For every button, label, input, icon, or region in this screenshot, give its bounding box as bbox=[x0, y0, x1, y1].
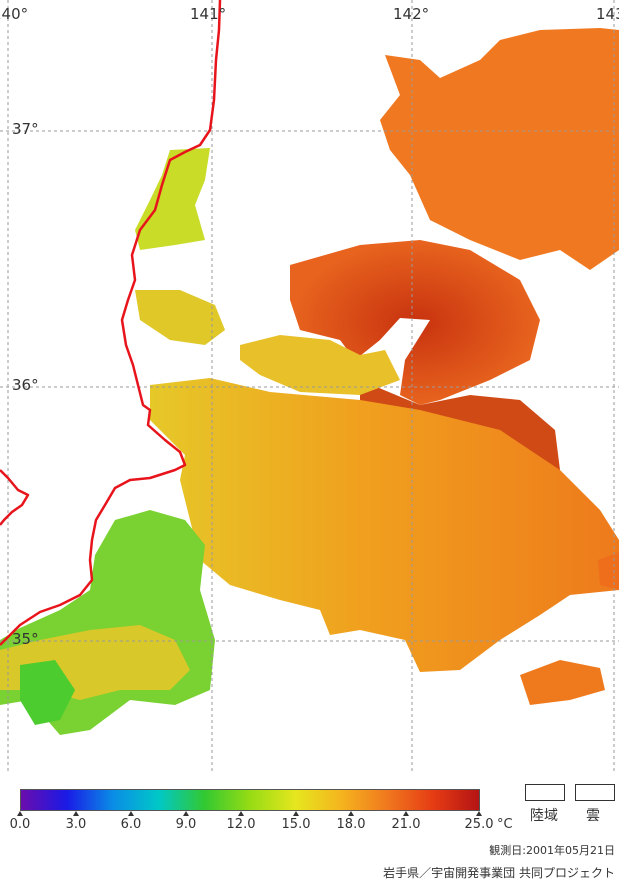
graticule bbox=[0, 0, 619, 772]
sst-patch-central bbox=[240, 335, 400, 395]
tick-mark-9 bbox=[183, 811, 189, 816]
lon-label-142: 142° bbox=[393, 5, 429, 23]
sst-patch-coastal-mid bbox=[135, 290, 225, 345]
temperature-colorbar bbox=[20, 789, 480, 811]
tick-label-18: 18.0 bbox=[336, 817, 366, 832]
lat-label-35: 35° bbox=[12, 630, 39, 648]
lon-label-143: 143° bbox=[596, 5, 619, 23]
tick-mark-18 bbox=[348, 811, 354, 816]
tick-label-3: 3.0 bbox=[65, 817, 87, 832]
sst-patch-far-southeast bbox=[520, 660, 605, 705]
coastline-main bbox=[0, 0, 222, 646]
observation-date: 観測日:2001年05月21日 bbox=[489, 844, 615, 857]
tick-mark-3 bbox=[73, 811, 79, 816]
unit-label: °C bbox=[497, 817, 513, 832]
coastline bbox=[0, 0, 222, 646]
land-swatch bbox=[525, 784, 565, 801]
sst-patch-coastal-north bbox=[135, 148, 210, 250]
tick-label-0: 0.0 bbox=[9, 817, 31, 832]
graticule-labels: 140° 141° 142° 143° 37° 36° 35° bbox=[0, 5, 619, 648]
lon-label-140: 140° bbox=[0, 5, 28, 23]
sst-patch-southwest-green2 bbox=[20, 660, 75, 725]
tick-mark-6 bbox=[128, 811, 134, 816]
land-label: 陸域 bbox=[530, 808, 558, 824]
coastline-west-bay bbox=[0, 469, 30, 526]
lat-label-37: 37° bbox=[12, 120, 39, 138]
lat-label-36: 36° bbox=[12, 376, 39, 394]
credit-line: 岩手県／宇宙開発事業団 共同プロジェクト bbox=[383, 866, 615, 880]
tick-mark-21 bbox=[403, 811, 409, 816]
tick-label-15: 15.0 bbox=[281, 817, 311, 832]
tick-label-6: 6.0 bbox=[120, 817, 142, 832]
tick-label-25: 25.0 bbox=[464, 817, 494, 832]
sea-surface-temperature-map: 140° 141° 142° 143° 37° 36° 35° bbox=[0, 0, 619, 772]
tick-label-12: 12.0 bbox=[226, 817, 256, 832]
legend: 0.0 3.0 6.0 9.0 12.0 15.0 18.0 21.0 25.0… bbox=[0, 772, 619, 881]
sst-field bbox=[0, 28, 619, 735]
tick-mark-15 bbox=[293, 811, 299, 816]
sst-patch-warm-core bbox=[290, 240, 540, 405]
tick-label-9: 9.0 bbox=[175, 817, 197, 832]
tick-label-21: 21.0 bbox=[391, 817, 421, 832]
cloud-label: 雲 bbox=[586, 808, 600, 824]
tick-mark-25 bbox=[476, 811, 482, 816]
cloud-swatch bbox=[575, 784, 615, 801]
lon-label-141: 141° bbox=[190, 5, 226, 23]
sst-patch-south bbox=[150, 378, 619, 672]
sst-patch-far-east bbox=[598, 552, 619, 590]
sst-patch-northeast bbox=[380, 28, 619, 270]
tick-mark-12 bbox=[238, 811, 244, 816]
tick-mark-0 bbox=[17, 811, 23, 816]
